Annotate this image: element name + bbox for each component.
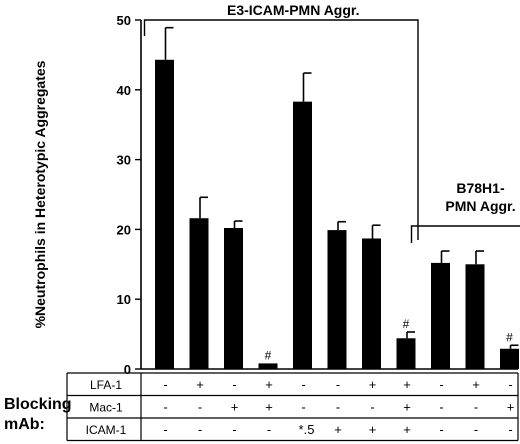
bar bbox=[500, 348, 519, 369]
table-cell: + bbox=[196, 377, 204, 392]
table-cell: + bbox=[231, 399, 239, 414]
table-row-label: ICAM-1 bbox=[86, 423, 127, 437]
table-cell: - bbox=[232, 422, 236, 437]
table-cell: - bbox=[336, 399, 340, 414]
table-cell: - bbox=[163, 422, 167, 437]
significance-marker: # bbox=[506, 330, 513, 344]
table-cell: - bbox=[508, 422, 512, 437]
bar bbox=[155, 59, 174, 369]
table-row-label: Mac-1 bbox=[89, 400, 123, 414]
table-cell: - bbox=[301, 399, 305, 414]
bar bbox=[396, 338, 416, 369]
table-row-label: LFA-1 bbox=[90, 378, 122, 392]
table-cell: - bbox=[474, 399, 478, 414]
table-cell: - bbox=[198, 422, 202, 437]
table-cell: + bbox=[369, 422, 377, 437]
blocking-table: LFA-1 - + - + - - + + - + - Mac-1 - - + + - - - + - - + ICAM-1 - -… bbox=[4, 372, 519, 442]
table-cell: - bbox=[267, 422, 271, 437]
table-cell: + bbox=[472, 377, 480, 392]
y-tick-label: 30 bbox=[117, 153, 131, 168]
table-cell: - bbox=[439, 377, 443, 392]
table-cell: - bbox=[301, 377, 305, 392]
significance-marker: # bbox=[403, 317, 410, 331]
y-tick-label: 10 bbox=[117, 292, 131, 307]
y-tick-label: 0 bbox=[124, 362, 131, 377]
y-tick-label: 50 bbox=[117, 13, 131, 28]
group-bracket-b78h1 bbox=[410, 225, 520, 243]
bars: # # # bbox=[155, 26, 519, 369]
axes: 0 10 20 30 40 50 %Neutrophils in Heterotypic A… bbox=[32, 13, 518, 377]
table-cell: - bbox=[370, 399, 374, 414]
group-bracket-e3-icam bbox=[143, 19, 419, 240]
table-cell: *.5 bbox=[299, 422, 315, 437]
table-cell: - bbox=[474, 422, 478, 437]
table-cell: - bbox=[336, 377, 340, 392]
table-cell: - bbox=[163, 377, 167, 392]
bar bbox=[327, 230, 347, 369]
table-cell: + bbox=[403, 377, 411, 392]
bar bbox=[362, 238, 381, 369]
bar bbox=[189, 218, 209, 369]
table-cell: + bbox=[265, 377, 273, 392]
bar bbox=[431, 262, 450, 369]
group-label-e3-icam: E3-ICAM-PMN Aggr. bbox=[227, 2, 359, 18]
table-cell: - bbox=[439, 399, 443, 414]
y-tick-label: 20 bbox=[117, 222, 131, 237]
group-brackets: E3-ICAM-PMN Aggr. B78H1- PMN Aggr. bbox=[143, 2, 520, 243]
table-cell: - bbox=[198, 399, 202, 414]
group-label-b78h1: PMN Aggr. bbox=[445, 198, 515, 214]
table-cell: + bbox=[507, 399, 515, 414]
group-label-b78h1: B78H1- bbox=[456, 180, 505, 196]
table-cell: + bbox=[403, 422, 411, 437]
table-cell: + bbox=[334, 422, 342, 437]
table-cell: - bbox=[439, 422, 443, 437]
table-cell: - bbox=[163, 399, 167, 414]
y-tick-label: 40 bbox=[117, 83, 131, 98]
table-cell: + bbox=[369, 377, 377, 392]
bar bbox=[258, 363, 278, 369]
significance-marker: # bbox=[265, 348, 272, 362]
table-cell: - bbox=[232, 377, 236, 392]
bar bbox=[465, 264, 485, 369]
bar bbox=[224, 228, 243, 369]
y-axis-label: %Neutrophils in Heterotypic Aggregates bbox=[32, 60, 48, 328]
table-cell: + bbox=[403, 399, 411, 414]
table-cell: + bbox=[265, 399, 273, 414]
bar bbox=[293, 101, 312, 369]
table-cell: - bbox=[508, 377, 512, 392]
blocking-mab-title: mAb: bbox=[4, 416, 45, 433]
blocking-mab-title: Blocking bbox=[4, 396, 72, 413]
